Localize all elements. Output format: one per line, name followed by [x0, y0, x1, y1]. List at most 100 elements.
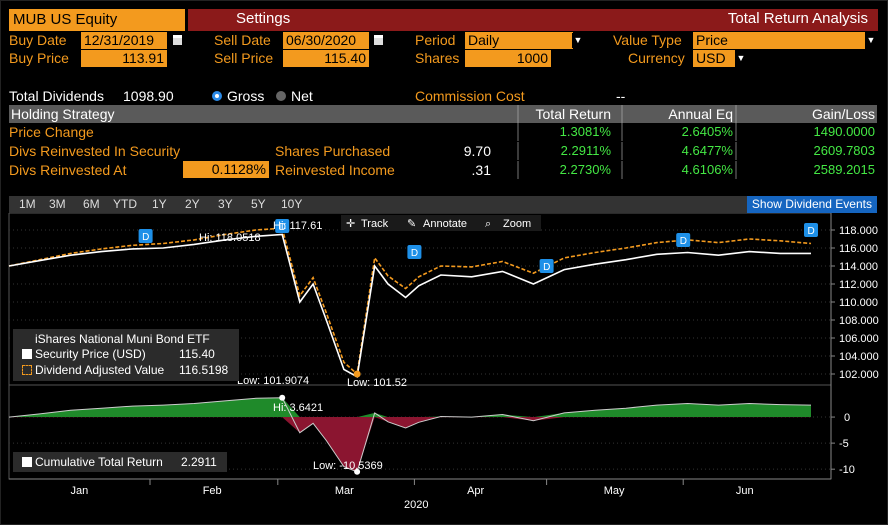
legend-price-value: 115.40 — [179, 347, 215, 361]
shares-purchased-label: Shares Purchased — [275, 143, 391, 159]
show-dividend-events-button[interactable]: Show Dividend Events — [746, 196, 877, 213]
reinvested-income-label: Reinvested Income — [275, 162, 395, 178]
column-divider — [517, 142, 519, 160]
period-button-1m[interactable]: 1M — [19, 197, 36, 211]
row-label: Price Change — [9, 124, 94, 140]
calendar-icon[interactable] — [173, 35, 182, 45]
period-button-3y[interactable]: 3Y — [218, 197, 233, 211]
dividend-marker-label[interactable]: D — [142, 232, 149, 243]
column-divider — [621, 161, 623, 179]
currency-select[interactable]: USD — [693, 50, 735, 67]
shares-purchased-value: 9.70 — [463, 143, 491, 159]
legend-price-name: Security Price (USD) — [35, 347, 146, 361]
dividend-marker-label[interactable]: D — [279, 222, 286, 233]
zoom-button[interactable]: Zoom — [503, 218, 531, 230]
dividend-marker-icon[interactable]: D — [804, 223, 818, 237]
net-radio-label[interactable]: Net — [291, 88, 313, 104]
y-tick-label: -5 — [839, 438, 849, 450]
return-low-point — [354, 468, 361, 475]
period-button-10y[interactable]: 10Y — [281, 197, 303, 211]
dividend-marker-box[interactable] — [138, 229, 153, 243]
dividend-marker-box[interactable] — [275, 219, 290, 233]
ticker-field[interactable]: MUB US Equity — [9, 9, 185, 31]
security-price-line — [8, 233, 811, 378]
column-divider — [621, 105, 623, 123]
column-divider — [621, 123, 623, 141]
buy-date-field[interactable]: 12/31/2019 — [81, 32, 167, 49]
buy-price-label: Buy Price — [9, 50, 69, 66]
legend-swatch-return — [22, 457, 32, 467]
chevron-down-icon[interactable]: ▼ — [865, 33, 877, 48]
calendar-icon[interactable] — [374, 35, 383, 45]
return-hi-point — [279, 394, 286, 401]
radio-icon[interactable] — [276, 91, 286, 101]
shares-field[interactable]: 1000 — [465, 50, 551, 67]
commission-cost-value[interactable]: -- — [616, 88, 626, 104]
dividend-marker-box[interactable] — [539, 259, 554, 273]
y-tick-label: 102.000 — [839, 369, 879, 381]
header-total-return: Total Return — [535, 106, 611, 122]
magnifier-icon[interactable]: ⌕ — [485, 218, 491, 230]
function-title: Total Return Analysis — [727, 10, 868, 27]
crosshair-icon[interactable]: ✛ — [346, 218, 355, 230]
gross-radio-label[interactable]: Gross — [227, 88, 265, 104]
dividend-marker-box[interactable] — [804, 223, 818, 237]
return-low-label: Low: -10.5369 — [313, 460, 383, 472]
y-tick-label: 0 — [844, 412, 850, 424]
gain-loss-cell: 2609.7803 — [813, 143, 875, 158]
column-divider — [517, 161, 519, 179]
buy-date-label: Buy Date — [9, 32, 67, 48]
pencil-icon[interactable]: ✎ — [407, 218, 416, 230]
cumulative-return-line — [8, 397, 812, 473]
period-button-3m[interactable]: 3M — [49, 197, 66, 211]
settings-menu[interactable]: Settings — [236, 10, 291, 27]
sell-date-field[interactable]: 06/30/2020 — [283, 32, 369, 49]
dividend-marker-label[interactable]: D — [808, 226, 815, 237]
period-button-1y[interactable]: 1Y — [152, 197, 167, 211]
column-divider — [517, 105, 519, 123]
sell-price-field[interactable]: 115.40 — [283, 50, 369, 67]
dividend-marker-label[interactable]: D — [680, 236, 687, 247]
reinvest-rate-field[interactable]: 0.1128% — [183, 161, 269, 178]
x-tick-label: Mar — [335, 485, 354, 497]
dividend-adjusted-line — [8, 227, 812, 376]
legend-return-name: Cumulative Total Return — [35, 455, 163, 469]
chevron-down-icon[interactable]: ▼ — [735, 51, 747, 66]
dividend-marker-icon[interactable]: D — [275, 219, 290, 233]
dividend-marker-icon[interactable]: D — [539, 259, 554, 273]
period-button-ytd[interactable]: YTD — [113, 197, 137, 211]
period-button-5y[interactable]: 5Y — [251, 197, 266, 211]
dividend-marker-icon[interactable]: D — [138, 229, 153, 243]
sell-date-label: Sell Date — [214, 32, 271, 48]
total-dividends-label: Total Dividends — [9, 88, 104, 104]
buy-price-field[interactable]: 113.91 — [81, 50, 167, 67]
value-type-select[interactable]: Price — [693, 32, 865, 49]
chevron-down-icon[interactable]: ▼ — [572, 33, 584, 48]
period-select[interactable]: Daily — [465, 32, 573, 49]
track-button[interactable]: Track — [361, 218, 389, 230]
gain-loss-cell: 2589.2015 — [813, 162, 875, 177]
column-divider — [735, 105, 737, 123]
value-type-label: Value Type — [613, 32, 682, 48]
dividend-marker-icon[interactable]: D — [407, 245, 422, 259]
table-row: Price Change 1.3081% 2.6405% 1490.0000 — [9, 123, 877, 141]
annotate-button[interactable]: Annotate — [423, 218, 467, 230]
table-row: Divs Reinvested At 0.1128% Reinvested In… — [9, 161, 877, 179]
column-divider — [517, 123, 519, 141]
dividend-marker-label[interactable]: D — [411, 248, 418, 259]
period-button-6m[interactable]: 6M — [83, 197, 100, 211]
dividend-marker-label[interactable]: D — [543, 262, 550, 273]
dividend-marker-box[interactable] — [407, 245, 422, 259]
x-tick-label: Apr — [467, 485, 484, 497]
x-tick-label: May — [604, 485, 625, 497]
y-tick-label: 110.000 — [839, 297, 878, 309]
x-tick-label: Jun — [736, 485, 754, 497]
radio-icon[interactable] — [212, 91, 222, 101]
dividend-marker-box[interactable] — [676, 233, 691, 247]
dividend-marker-icon[interactable]: D — [676, 233, 691, 247]
period-button-2y[interactable]: 2Y — [185, 197, 200, 211]
x-axis-year: 2020 — [404, 499, 428, 511]
reinvested-income-value: .31 — [471, 162, 491, 178]
total-return-cell: 2.2730% — [559, 162, 611, 177]
total-return-cell: 1.3081% — [559, 124, 611, 139]
